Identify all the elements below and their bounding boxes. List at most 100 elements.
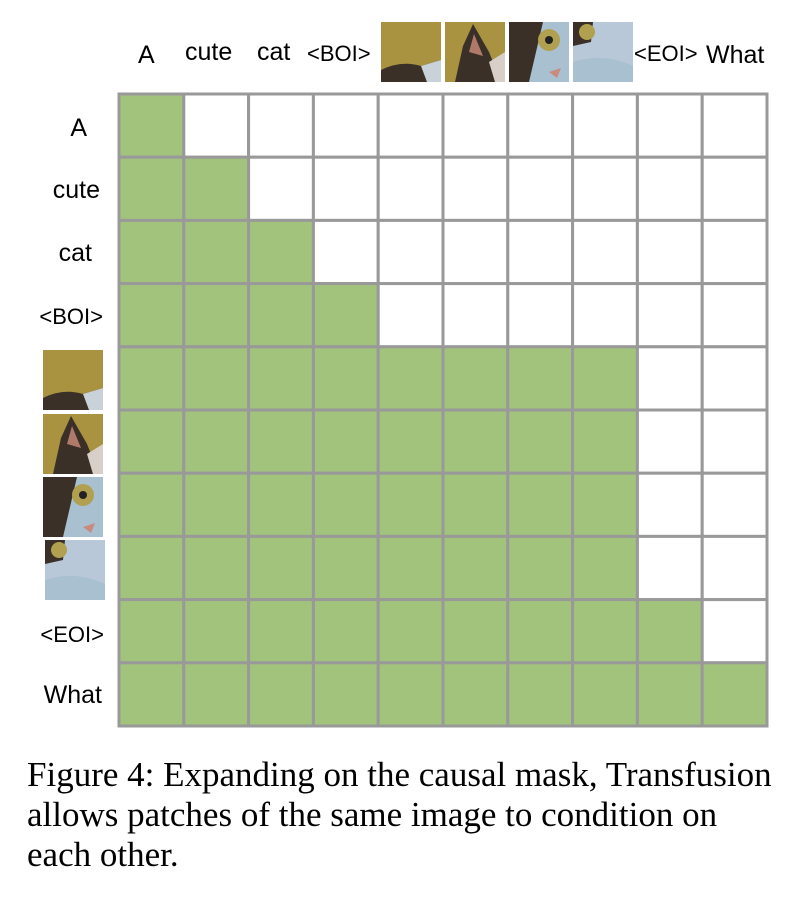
mask-cell-r5-c3-attend: [247, 345, 315, 412]
mask-cell-r3-c9-masked: [635, 218, 704, 286]
row-label-cat: cat: [58, 239, 92, 267]
mask-cell-r10-c3-attend: [247, 661, 315, 728]
mask-cell-r5-c6-attend: [441, 345, 510, 412]
mask-cell-r4-c4-attend: [311, 282, 380, 349]
mask-cell-r2-c3-masked: [247, 155, 315, 222]
mask-cell-r8-c4-attend: [311, 534, 380, 602]
mask-cell-r3-c6-masked: [441, 218, 510, 286]
row-label-eoi: <EOI>: [40, 622, 104, 647]
mask-cell-r7-c9-masked: [635, 471, 704, 538]
mask-cell-r4-c7-masked: [506, 282, 575, 349]
mask-cell-r5-c5-attend: [376, 345, 445, 412]
mask-cell-r4-c2-attend: [182, 282, 251, 349]
mask-cell-r4-c6-masked: [441, 282, 510, 349]
mask-cell-r9-c8-attend: [571, 598, 639, 665]
mask-cell-r10-c1-attend: [117, 661, 186, 728]
row-image-patch-2: [43, 414, 103, 474]
mask-cell-r4-c9-masked: [635, 282, 704, 349]
mask-cell-r6-c5-attend: [376, 408, 445, 475]
mask-cell-r8-c1-attend: [117, 534, 186, 602]
mask-cell-r3-c8-masked: [571, 218, 639, 286]
mask-cell-r9-c1-attend: [117, 598, 186, 665]
mask-cell-r7-c10-masked: [700, 471, 769, 538]
mask-cell-r1-c2-masked: [182, 92, 251, 159]
col-label-cat: cat: [257, 38, 291, 66]
mask-cell-r1-c1-attend: [117, 92, 186, 159]
mask-cell-r7-c4-attend: [311, 471, 380, 538]
mask-cell-r7-c6-attend: [441, 471, 510, 538]
mask-cell-r4-c5-masked: [376, 282, 445, 349]
mask-cell-r2-c6-masked: [441, 155, 510, 222]
mask-cell-r6-c7-attend: [506, 408, 575, 475]
mask-cell-r6-c6-attend: [441, 408, 510, 475]
mask-cell-r2-c2-attend: [182, 155, 251, 222]
mask-cell-r5-c10-masked: [700, 345, 769, 412]
mask-cell-r2-c1-attend: [117, 155, 186, 222]
col-image-patch-4: [573, 22, 633, 82]
figure-caption: Figure 4: Expanding on the causal mask, …: [27, 755, 772, 874]
row-image-patch-4: [45, 540, 105, 600]
mask-cell-r1-c3-masked: [247, 92, 315, 159]
mask-cell-r4-c1-attend: [117, 282, 186, 349]
mask-cell-r9-c7-attend: [506, 598, 575, 665]
mask-cell-r10-c8-attend: [571, 661, 639, 728]
mask-cell-r8-c8-attend: [571, 534, 639, 602]
mask-cell-r5-c1-attend: [117, 345, 186, 412]
mask-cell-r8-c9-masked: [635, 534, 704, 602]
mask-cell-r2-c10-masked: [700, 155, 769, 222]
mask-cell-r1-c4-masked: [311, 92, 380, 159]
mask-cell-r1-c7-masked: [506, 92, 575, 159]
mask-cell-r1-c8-masked: [571, 92, 639, 159]
mask-cell-r10-c5-attend: [376, 661, 445, 728]
mask-cell-r7-c3-attend: [247, 471, 315, 538]
mask-cell-r9-c10-masked: [700, 598, 769, 665]
col-label-what: What: [706, 41, 765, 69]
mask-cell-r6-c10-masked: [700, 408, 769, 475]
row-label-what: What: [43, 681, 102, 709]
mask-cell-r10-c10-attend: [700, 661, 769, 728]
mask-cell-r2-c7-masked: [506, 155, 575, 222]
mask-cell-r9-c4-attend: [311, 598, 380, 665]
col-label-eoi: <EOI>: [634, 41, 698, 66]
mask-cell-r5-c7-attend: [506, 345, 575, 412]
mask-cell-r6-c2-attend: [182, 408, 251, 475]
mask-cell-r9-c3-attend: [247, 598, 315, 665]
mask-cell-r1-c10-masked: [700, 92, 769, 159]
col-label-a: A: [138, 41, 155, 69]
row-image-patch-3: [43, 477, 103, 537]
row-label-a: A: [70, 114, 87, 142]
mask-cell-r7-c2-attend: [182, 471, 251, 538]
mask-cell-r2-c4-masked: [311, 155, 380, 222]
mask-cell-r6-c3-attend: [247, 408, 315, 475]
mask-cell-r6-c9-masked: [635, 408, 704, 475]
mask-cell-r10-c9-attend: [635, 661, 704, 728]
attention-mask-grid: [117, 92, 769, 728]
col-image-patch-2: [445, 22, 505, 82]
col-image-patch-1: [381, 22, 441, 82]
mask-cell-r10-c6-attend: [441, 661, 510, 728]
mask-cell-r3-c2-attend: [182, 218, 251, 286]
row-image-patch-1: [43, 350, 103, 410]
mask-cell-r2-c8-masked: [571, 155, 639, 222]
row-label-cute: cute: [52, 176, 100, 204]
mask-cell-r1-c6-masked: [441, 92, 510, 159]
mask-cell-r3-c7-masked: [506, 218, 575, 286]
mask-cell-r9-c9-attend: [635, 598, 704, 665]
mask-cell-r4-c8-masked: [571, 282, 639, 349]
mask-cell-r4-c3-attend: [247, 282, 315, 349]
mask-cell-r4-c10-masked: [700, 282, 769, 349]
mask-cell-r5-c9-masked: [635, 345, 704, 412]
mask-cell-r5-c8-attend: [571, 345, 639, 412]
mask-cell-r6-c8-attend: [571, 408, 639, 475]
col-label-boi: <BOI>: [307, 41, 371, 66]
mask-cell-r10-c2-attend: [182, 661, 251, 728]
mask-cell-r3-c5-masked: [376, 218, 445, 286]
mask-cell-r6-c4-attend: [311, 408, 380, 475]
mask-cell-r8-c2-attend: [182, 534, 251, 602]
mask-cell-r9-c5-attend: [376, 598, 445, 665]
mask-cell-r10-c4-attend: [311, 661, 380, 728]
mask-cell-r6-c1-attend: [117, 408, 186, 475]
mask-cell-r7-c1-attend: [117, 471, 186, 538]
row-label-boi: <BOI>: [39, 304, 103, 329]
